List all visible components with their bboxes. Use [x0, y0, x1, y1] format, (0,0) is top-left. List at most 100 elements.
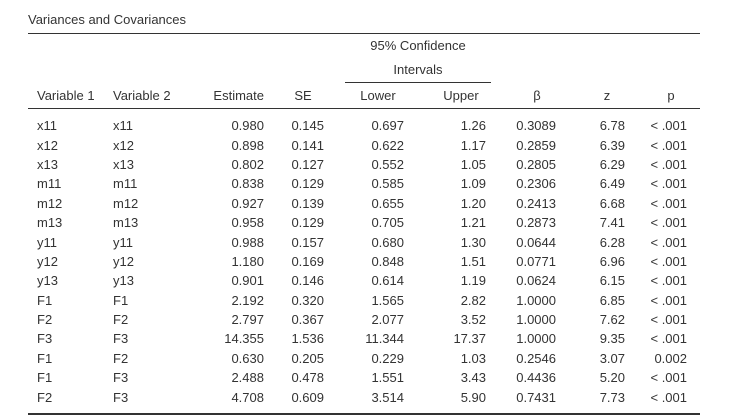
cell-upper: 1.20 — [460, 195, 486, 211]
cell-z: 9.35 — [599, 331, 625, 347]
cell-p: 0.002 — [654, 350, 687, 366]
cell-z: 7.73 — [599, 389, 625, 405]
cell-lower: 0.585 — [371, 176, 404, 192]
cell-upper: 1.51 — [460, 253, 486, 269]
cell-lower: 1.551 — [371, 370, 404, 386]
cell-p: < .001 — [650, 370, 687, 386]
cell-upper: 17.37 — [453, 331, 486, 347]
table-row: F2 F2 2.797 0.367 2.077 3.52 1.0000 7.62 < .001 — [28, 310, 700, 329]
table-row: F1 F2 0.630 0.205 0.229 1.03 0.2546 3.07 0.002 — [28, 349, 700, 368]
table-row: x13 x13 0.802 0.127 0.552 1.05 0.2805 6.29 < .00… — [28, 155, 700, 174]
cell-estimate: 0.901 — [231, 273, 264, 289]
cell-se: 0.169 — [291, 253, 324, 269]
cell-estimate: 14.355 — [224, 331, 264, 347]
cell-upper: 1.09 — [460, 176, 486, 192]
table-row: F3 F3 14.355 1.536 11.344 17.37 1.0000 9.35 < .0… — [28, 329, 700, 348]
cell-lower: 0.622 — [371, 137, 404, 153]
cell-beta: 0.0644 — [516, 234, 556, 250]
cell-estimate: 0.980 — [231, 118, 264, 134]
cell-variable-2: F3 — [113, 331, 129, 347]
cell-se: 0.320 — [291, 292, 324, 308]
cell-p: < .001 — [650, 331, 687, 347]
cell-lower: 0.680 — [371, 234, 404, 250]
cell-variable-2: y11 — [113, 234, 133, 250]
cell-estimate: 0.898 — [231, 137, 264, 153]
table-header: 95% Confidence Intervals Variable 1 Vari… — [28, 33, 700, 109]
table-row: F1 F3 2.488 0.478 1.551 3.43 0.4436 5.20 < .001 — [28, 368, 700, 387]
table-row: y11 y11 0.988 0.157 0.680 1.30 0.0644 6.28 < .00… — [28, 232, 700, 251]
cell-variable-2: y12 — [113, 253, 134, 269]
col-header-variable-2: Variable 2 — [104, 83, 180, 109]
table-row: m12 m12 0.927 0.139 0.655 1.20 0.2413 6.68 < .00… — [28, 194, 700, 213]
table-title: Variances and Covariances — [28, 12, 187, 27]
cell-beta: 0.2873 — [516, 215, 556, 231]
results-panel: Variances and Covariances 95% Confidence… — [28, 12, 700, 416]
col-header-p: p — [642, 83, 700, 109]
cell-estimate: 2.488 — [231, 370, 264, 386]
cell-variable-1: m13 — [37, 215, 63, 231]
cell-se: 0.129 — [291, 176, 324, 192]
cell-variable-2: x11 — [113, 118, 133, 134]
cell-upper: 3.52 — [460, 312, 486, 328]
cell-p: < .001 — [650, 176, 687, 192]
cell-lower: 3.514 — [371, 389, 404, 405]
table-row: y12 y12 1.180 0.169 0.848 1.51 0.0771 6.96 < .00… — [28, 252, 700, 271]
cell-upper: 1.17 — [460, 137, 486, 153]
cell-z: 5.20 — [599, 370, 625, 386]
cell-variable-1: x13 — [37, 156, 58, 172]
cell-se: 0.141 — [291, 137, 324, 153]
cell-variable-1: m12 — [37, 195, 63, 211]
cell-beta: 0.2306 — [516, 176, 556, 192]
cell-se: 0.478 — [291, 370, 324, 386]
cell-lower: 11.344 — [365, 331, 404, 347]
table-row: F2 F3 4.708 0.609 3.514 5.90 0.7431 7.73 < .001 — [28, 387, 700, 406]
cell-z: 6.96 — [599, 253, 625, 269]
cell-z: 6.78 — [599, 118, 625, 134]
col-header-upper: Upper — [420, 83, 502, 109]
cell-beta: 0.0771 — [516, 253, 556, 269]
cell-estimate: 0.802 — [231, 156, 264, 172]
cell-estimate: 0.838 — [231, 176, 264, 192]
cell-beta: 0.2546 — [516, 350, 556, 366]
cell-p: < .001 — [650, 312, 687, 328]
cell-upper: 1.03 — [460, 350, 486, 366]
cell-z: 6.85 — [599, 292, 625, 308]
cell-variable-2: x13 — [113, 156, 134, 172]
cell-estimate: 0.958 — [231, 215, 264, 231]
col-header-estimate: Estimate — [180, 83, 270, 109]
cell-variable-2: m11 — [113, 176, 138, 192]
cell-upper: 1.26 — [460, 118, 486, 134]
cell-lower: 0.655 — [371, 195, 404, 211]
cell-beta: 0.2805 — [516, 156, 556, 172]
table-body: x11 x11 0.980 0.145 0.697 1.26 0.3089 6.78 < .00… — [28, 109, 700, 414]
cell-z: 3.07 — [599, 350, 625, 366]
cell-variable-1: x11 — [37, 118, 57, 134]
cell-lower: 1.565 — [371, 292, 404, 308]
cell-se: 0.205 — [291, 350, 324, 366]
cell-variable-1: y12 — [37, 253, 58, 269]
cell-upper: 1.21 — [460, 215, 486, 231]
cell-estimate: 2.192 — [231, 292, 264, 308]
cell-p: < .001 — [650, 273, 687, 289]
cell-beta: 0.3089 — [516, 118, 556, 134]
cell-lower: 0.697 — [371, 118, 404, 134]
cell-variable-2: F2 — [113, 312, 129, 328]
cell-upper: 2.82 — [460, 292, 486, 308]
cell-z: 6.68 — [599, 195, 625, 211]
cell-variable-1: m11 — [37, 176, 62, 192]
cell-p: < .001 — [650, 137, 687, 153]
cell-variable-1: F1 — [37, 292, 53, 308]
cell-p: < .001 — [650, 215, 687, 231]
cell-z: 6.39 — [599, 137, 625, 153]
cell-z: 7.62 — [599, 312, 625, 328]
cell-beta: 1.0000 — [516, 331, 556, 347]
cell-variable-2: x12 — [113, 137, 134, 153]
col-header-lower: Lower — [336, 83, 420, 109]
cell-upper: 1.30 — [460, 234, 486, 250]
cell-beta: 0.7431 — [516, 389, 556, 405]
cell-se: 0.145 — [291, 118, 324, 134]
cell-variable-1: x12 — [37, 137, 58, 153]
cell-estimate: 0.988 — [231, 234, 264, 250]
cell-variable-1: y13 — [37, 273, 58, 289]
cell-estimate: 0.630 — [231, 350, 264, 366]
